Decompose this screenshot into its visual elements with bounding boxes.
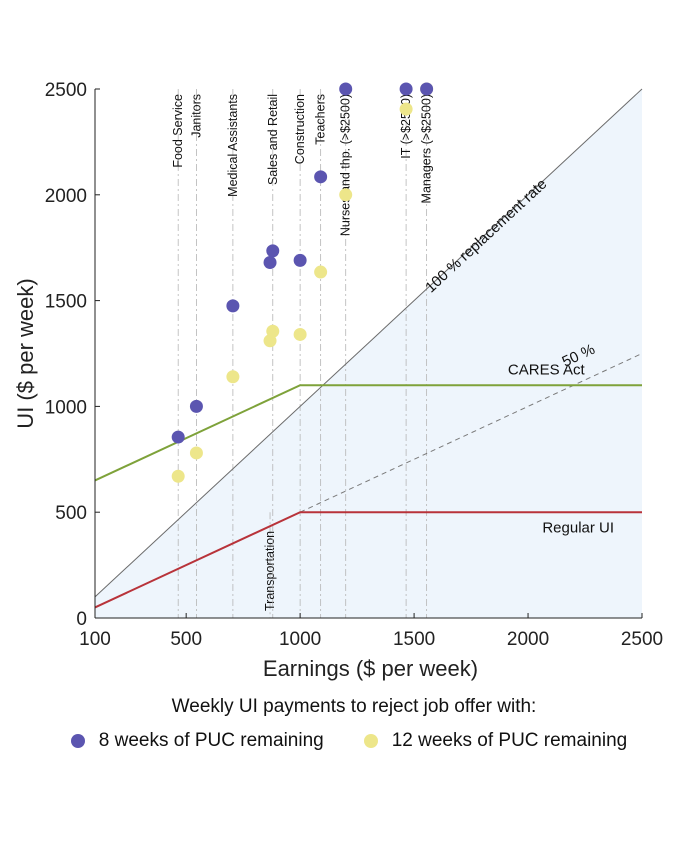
replacement-100-line xyxy=(94,88,643,598)
occupation-label: Food Service xyxy=(171,94,185,168)
point-12-weeks xyxy=(314,265,328,279)
y-tick-label: 0 xyxy=(76,609,87,630)
legend-label-8-weeks: 8 weeks of PUC remaining xyxy=(98,730,324,751)
x-tick-label: 2500 xyxy=(621,629,663,650)
point-8-weeks xyxy=(226,299,240,313)
legend-dot-12-weeks xyxy=(363,734,378,748)
point-8-weeks xyxy=(339,82,353,96)
point-12-weeks xyxy=(339,188,353,202)
occupation-label: Sales and Retail xyxy=(266,94,280,185)
legend: Weekly UI payments to reject job offer w… xyxy=(0,696,698,752)
x-tick-label: 100 xyxy=(79,629,111,650)
legend-item-12-weeks: 12 weeks of PUC remaining xyxy=(363,730,628,752)
occupation-label-transportation: Transportation xyxy=(263,531,277,611)
x-axis-title: Earnings ($ per week) xyxy=(263,656,478,681)
point-8-weeks xyxy=(399,82,413,96)
point-8-weeks xyxy=(171,430,185,444)
x-tick-label: 1500 xyxy=(393,629,435,650)
point-12-weeks xyxy=(226,370,240,384)
y-axis-title: UI ($ per week) xyxy=(13,278,38,428)
y-tick-label: 500 xyxy=(55,503,87,524)
point-8-weeks xyxy=(420,82,434,96)
x-tick-label: 2000 xyxy=(507,629,549,650)
x-tick-label: 1000 xyxy=(279,629,321,650)
point-12-weeks xyxy=(399,102,413,116)
y-tick-label: 2000 xyxy=(45,186,87,207)
point-12-weeks xyxy=(171,469,185,483)
point-12-weeks xyxy=(293,327,307,341)
point-12-weeks xyxy=(266,324,280,338)
legend-item-8-weeks: 8 weeks of PUC remaining xyxy=(70,730,324,752)
point-8-weeks xyxy=(263,256,277,270)
y-tick-label: 1500 xyxy=(45,292,87,313)
point-8-weeks xyxy=(266,244,280,258)
x-tick-label: 500 xyxy=(170,629,202,650)
point-8-weeks xyxy=(293,253,307,267)
occupation-label: Teachers xyxy=(314,94,328,145)
point-12-weeks xyxy=(189,446,203,460)
y-tick-label: 1000 xyxy=(45,397,87,418)
y-tick-label: 2500 xyxy=(45,80,87,101)
replacement-region xyxy=(95,89,642,618)
legend-label-12-weeks: 12 weeks of PUC remaining xyxy=(391,730,628,751)
point-8-weeks xyxy=(189,399,203,413)
occupation-label: Construction xyxy=(293,94,307,164)
legend-title: Weekly UI payments to reject job offer w… xyxy=(171,696,537,717)
cares-act-label: CARES Act xyxy=(508,362,586,379)
chart: Food Service Janitors Medical Assistants Tr… xyxy=(13,80,663,681)
occupation-label: Managers (>$2500) xyxy=(420,94,434,203)
legend-dot-8-weeks xyxy=(70,734,85,748)
cares-act-line xyxy=(94,384,642,482)
occupation-label: Medical Assistants xyxy=(226,94,240,197)
occupation-label: Nurses and thp. (>$2500) xyxy=(339,94,353,236)
regular-ui-line xyxy=(94,511,642,609)
regular-ui-label: Regular UI xyxy=(542,519,614,536)
point-8-weeks xyxy=(314,170,328,184)
occupation-label: Janitors xyxy=(189,94,203,138)
